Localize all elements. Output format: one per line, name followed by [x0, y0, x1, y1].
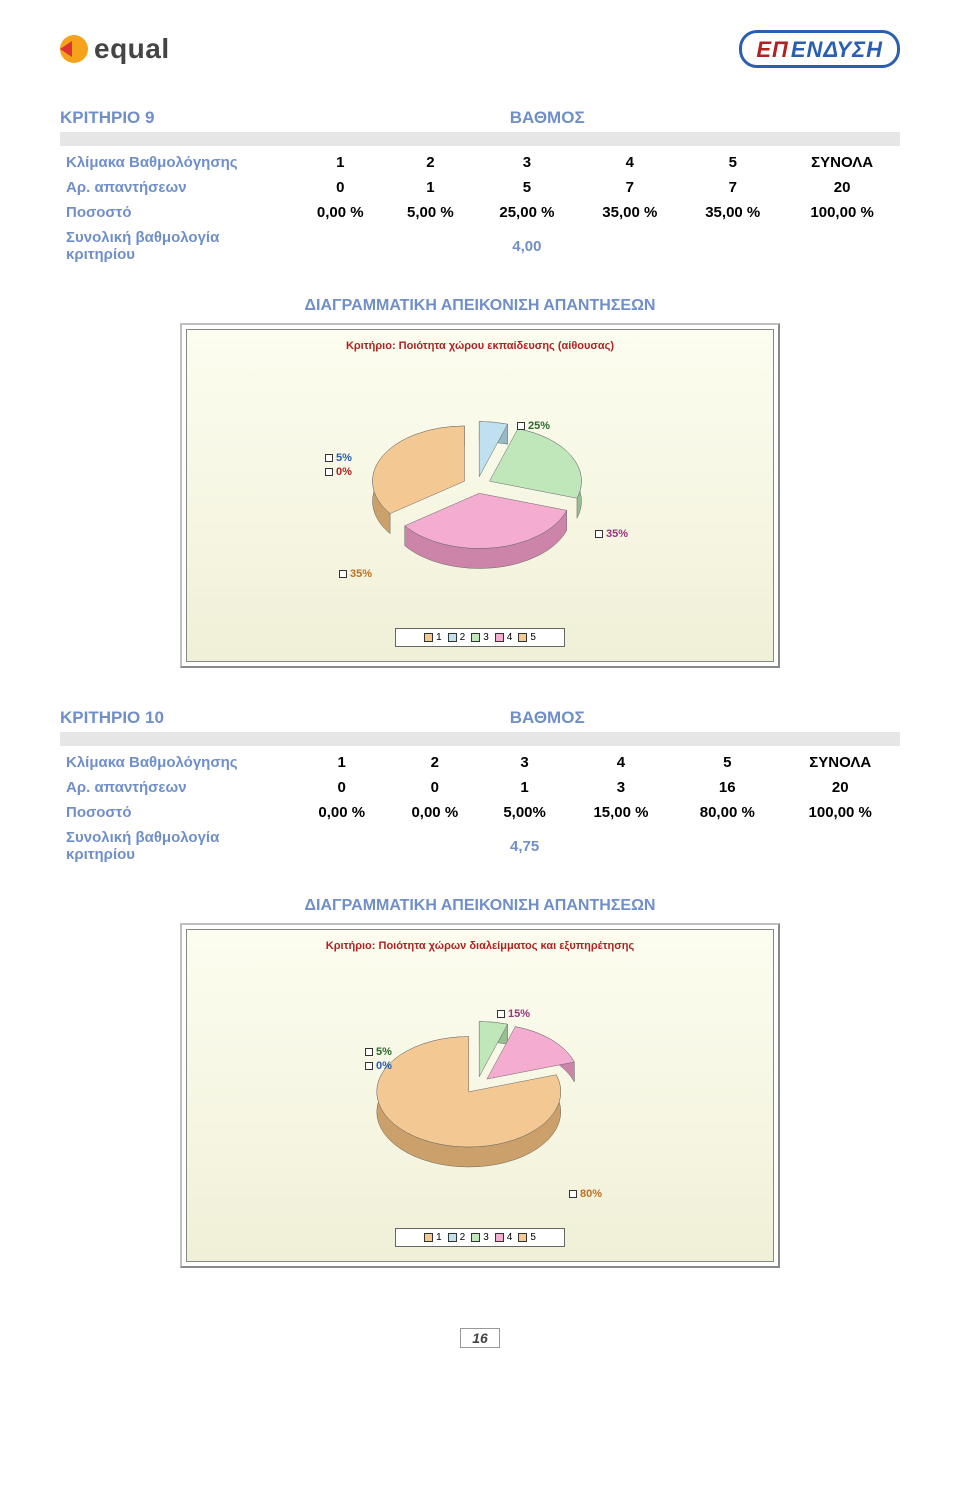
legend-item: 4 — [495, 632, 513, 643]
legend-item: 1 — [424, 1232, 442, 1243]
header-logos: equal ΕΠΕΝΔΥΣΗ — [60, 30, 900, 68]
criterion10-pie-area: 5% 0% 15% 80% — [197, 960, 763, 1220]
criterion10-pie-svg — [197, 960, 757, 1220]
pie-slice-label: 25% — [517, 420, 550, 432]
criterion9-chart-frame: Κριτήριο: Ποιότητα χώρου εκπαίδευσης (αί… — [180, 323, 780, 668]
criterion9-pie-svg — [197, 360, 757, 620]
criterion10-pie-title: Κριτήριο: Ποιότητα χώρων διαλείμματος κα… — [197, 940, 763, 952]
legend-item: 4 — [495, 1232, 513, 1243]
legend-item: 1 — [424, 632, 442, 643]
legend-item: 3 — [471, 1232, 489, 1243]
page: equal ΕΠΕΝΔΥΣΗ ΚΡΙΤΗΡΙΟ 9 ΒΑΘΜΟΣ Κλίμακα… — [0, 0, 960, 1388]
criterion10-title: ΚΡΙΤΗΡΙΟ 10 — [60, 708, 295, 728]
criterion9-legend: 12345 — [395, 628, 565, 647]
logo-equal: equal — [60, 33, 170, 65]
ependysi-red: ΕΠ — [756, 37, 788, 63]
legend-item: 5 — [518, 632, 536, 643]
criterion10-legend: 12345 — [395, 1228, 565, 1247]
spacer — [60, 732, 900, 746]
criterion10-grade-label: ΒΑΘΜΟΣ — [295, 708, 799, 728]
table-row: Αρ. απαντήσεων 0 0 1 3 16 20 — [60, 775, 900, 800]
criterion9-pie-area: 5% 0% 25% 35% 35% — [197, 360, 763, 620]
pie-slice-label: 15% — [497, 1008, 530, 1020]
criterion9-title: ΚΡΙΤΗΡΙΟ 9 — [60, 108, 295, 128]
table-row: Ποσοστό 0,00 % 0,00 % 5,00% 15,00 % 80,0… — [60, 800, 900, 825]
criterion9-grade-label: ΒΑΘΜΟΣ — [295, 108, 799, 128]
pie-slice-label: 0% — [325, 466, 352, 478]
pie-slice-label: 80% — [569, 1188, 602, 1200]
counts-label: Αρ. απαντήσεων — [60, 175, 295, 200]
page-number: 16 — [460, 1328, 500, 1348]
total-value: 4,75 — [481, 825, 567, 867]
pie-slice-label: 35% — [595, 528, 628, 540]
table-row: Κλίμακα Βαθμολόγησης 1 2 3 4 5 ΣΥΝΟΛΑ — [60, 750, 900, 775]
criterion9-chart: Κριτήριο: Ποιότητα χώρου εκπαίδευσης (αί… — [186, 329, 774, 662]
criterion9-header: ΚΡΙΤΗΡΙΟ 9 ΒΑΘΜΟΣ — [60, 108, 900, 128]
scale-label: Κλίμακα Βαθμολόγησης — [60, 750, 295, 775]
legend-item: 2 — [448, 632, 466, 643]
criterion9-table: Κλίμακα Βαθμολόγησης 1 2 3 4 5 ΣΥΝΟΛΑ Αρ… — [60, 150, 900, 267]
criterion10-chart-heading: ΔΙΑΓΡΑΜΜΑΤΙΚΗ ΑΠΕΙΚΟΝΙΣΗ ΑΠΑΝΤΗΣΕΩΝ — [60, 897, 900, 915]
table-row: Αρ. απαντήσεων 0 1 5 7 7 20 — [60, 175, 900, 200]
logo-ependysi: ΕΠΕΝΔΥΣΗ — [739, 30, 900, 68]
criterion9-pie-title: Κριτήριο: Ποιότητα χώρου εκπαίδευσης (αί… — [197, 340, 763, 352]
table-row: Ποσοστό 0,00 % 5,00 % 25,00 % 35,00 % 35… — [60, 200, 900, 225]
scale-label: Κλίμακα Βαθμολόγησης — [60, 150, 295, 175]
table-row: Συνολική βαθμολογία κριτηρίου 4,00 — [60, 225, 900, 267]
legend-item: 3 — [471, 632, 489, 643]
legend-item: 2 — [448, 1232, 466, 1243]
pie-slice-label: 5% — [365, 1046, 392, 1058]
total-label: Συνολική βαθμολογία κριτηρίου — [60, 825, 295, 867]
pct-label: Ποσοστό — [60, 200, 295, 225]
legend-item: 5 — [518, 1232, 536, 1243]
total-value: 4,00 — [475, 225, 578, 267]
total-label: Συνολική βαθμολογία κριτηρίου — [60, 225, 295, 267]
pie-slice-label: 35% — [339, 568, 372, 580]
ependysi-blue: ΕΝΔΥΣΗ — [791, 37, 883, 63]
table-row: Κλίμακα Βαθμολόγησης 1 2 3 4 5 ΣΥΝΟΛΑ — [60, 150, 900, 175]
criterion9-chart-heading: ΔΙΑΓΡΑΜΜΑΤΙΚΗ ΑΠΕΙΚΟΝΙΣΗ ΑΠΑΝΤΗΣΕΩΝ — [60, 297, 900, 315]
criterion10-chart: Κριτήριο: Ποιότητα χώρων διαλείμματος κα… — [186, 929, 774, 1262]
equal-text: equal — [94, 33, 170, 65]
pie-slice-label: 0% — [365, 1060, 392, 1072]
table-row: Συνολική βαθμολογία κριτηρίου 4,75 — [60, 825, 900, 867]
pie-slice-label: 5% — [325, 452, 352, 464]
pct-label: Ποσοστό — [60, 800, 295, 825]
counts-label: Αρ. απαντήσεων — [60, 775, 295, 800]
criterion10-chart-frame: Κριτήριο: Ποιότητα χώρων διαλείμματος κα… — [180, 923, 780, 1268]
equal-dot-icon — [60, 35, 88, 63]
criterion10-table: Κλίμακα Βαθμολόγησης 1 2 3 4 5 ΣΥΝΟΛΑ Αρ… — [60, 750, 900, 867]
spacer — [60, 132, 900, 146]
criterion10-header: ΚΡΙΤΗΡΙΟ 10 ΒΑΘΜΟΣ — [60, 708, 900, 728]
